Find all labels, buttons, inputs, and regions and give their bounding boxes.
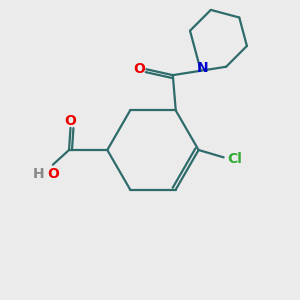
Text: N: N	[196, 61, 208, 75]
Text: H: H	[32, 167, 44, 181]
Text: Cl: Cl	[227, 152, 242, 166]
Text: O: O	[47, 167, 59, 181]
Text: O: O	[133, 62, 145, 76]
Text: O: O	[64, 114, 76, 128]
